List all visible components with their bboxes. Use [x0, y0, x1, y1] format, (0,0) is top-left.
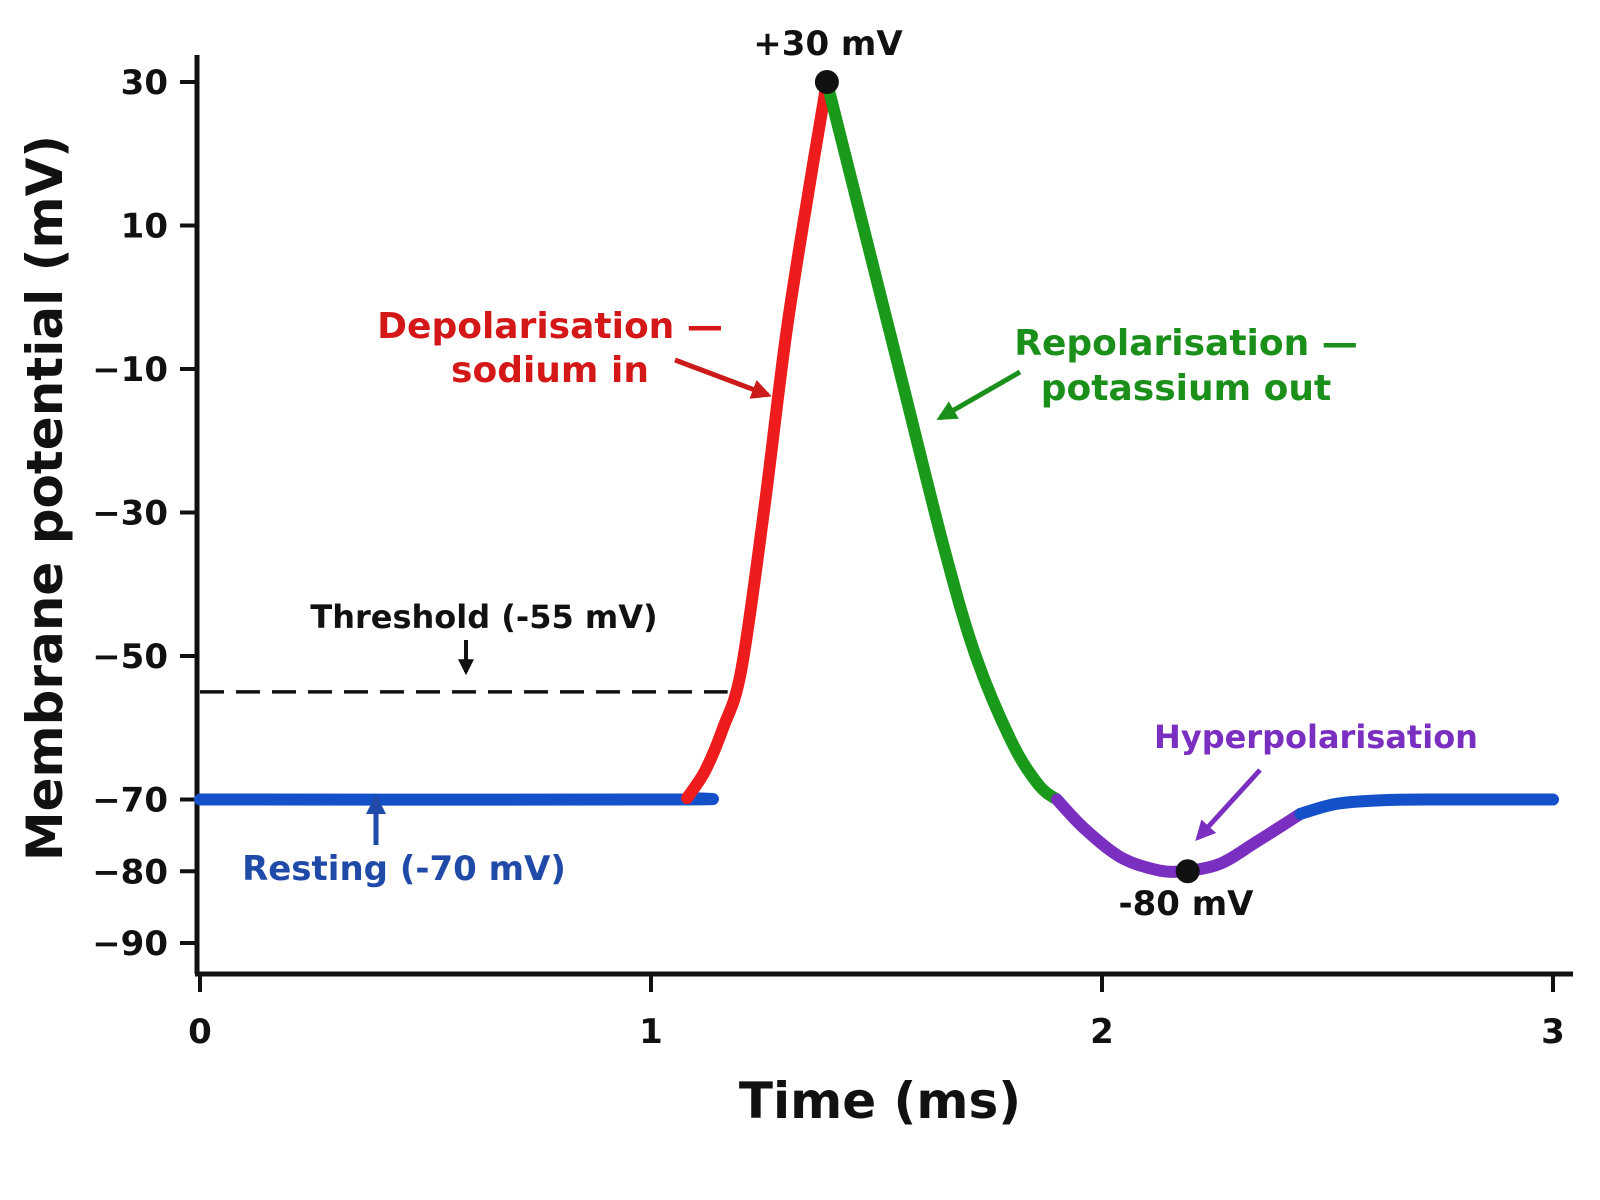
x-tick-label: 1	[639, 1012, 663, 1052]
repolarisation-label-line1: Repolarisation —	[1014, 323, 1358, 364]
resting-label: Resting (-70 mV)	[242, 849, 566, 889]
series-layer	[194, 76, 1559, 878]
peak-label: +30 mV	[753, 24, 903, 64]
hyperpolarisation-arrow	[1195, 768, 1262, 841]
x-axis-ticks: 0 1 2 3	[188, 974, 1565, 1052]
repolarisation-label-line2: potassium out	[1041, 368, 1331, 409]
series-depolarisation	[681, 76, 833, 805]
y-tick-label: −90	[92, 924, 168, 964]
depolarisation-label-line2: sodium in	[451, 350, 649, 391]
y-axis-ticks: 30 10 −10 −30 −50 −70 −80 −90	[92, 63, 197, 964]
y-tick-label: 10	[121, 207, 168, 247]
series-recovery	[1294, 793, 1559, 820]
series-repolarisation	[820, 76, 1063, 806]
trough-label: -80 mV	[1118, 884, 1254, 924]
trough-marker	[1175, 859, 1200, 884]
threshold-label: Threshold (-55 mV)	[310, 598, 657, 636]
hyperpolarisation-label: Hyperpolarisation	[1154, 718, 1478, 756]
repolarisation-arrow	[936, 369, 1022, 421]
depolarisation-label-line1: Depolarisation —	[377, 306, 723, 347]
x-tick-label: 3	[1541, 1012, 1565, 1052]
y-axis-title: Membrane potential (mV)	[16, 135, 74, 861]
depolarisation-arrow	[674, 357, 772, 399]
peak-marker	[814, 70, 839, 94]
x-tick-label: 0	[188, 1012, 212, 1052]
series-hyperpolarisation	[1050, 793, 1307, 878]
y-tick-label: −10	[92, 350, 168, 390]
y-tick-label: 30	[121, 63, 168, 103]
y-tick-label: −30	[92, 494, 168, 534]
y-tick-label: −50	[92, 637, 168, 677]
x-axis-title: Time (ms)	[739, 1072, 1021, 1130]
series-resting	[194, 792, 719, 806]
x-tick-label: 2	[1090, 1012, 1114, 1052]
y-tick-label: −70	[92, 781, 168, 821]
y-tick-label: −80	[92, 852, 168, 892]
